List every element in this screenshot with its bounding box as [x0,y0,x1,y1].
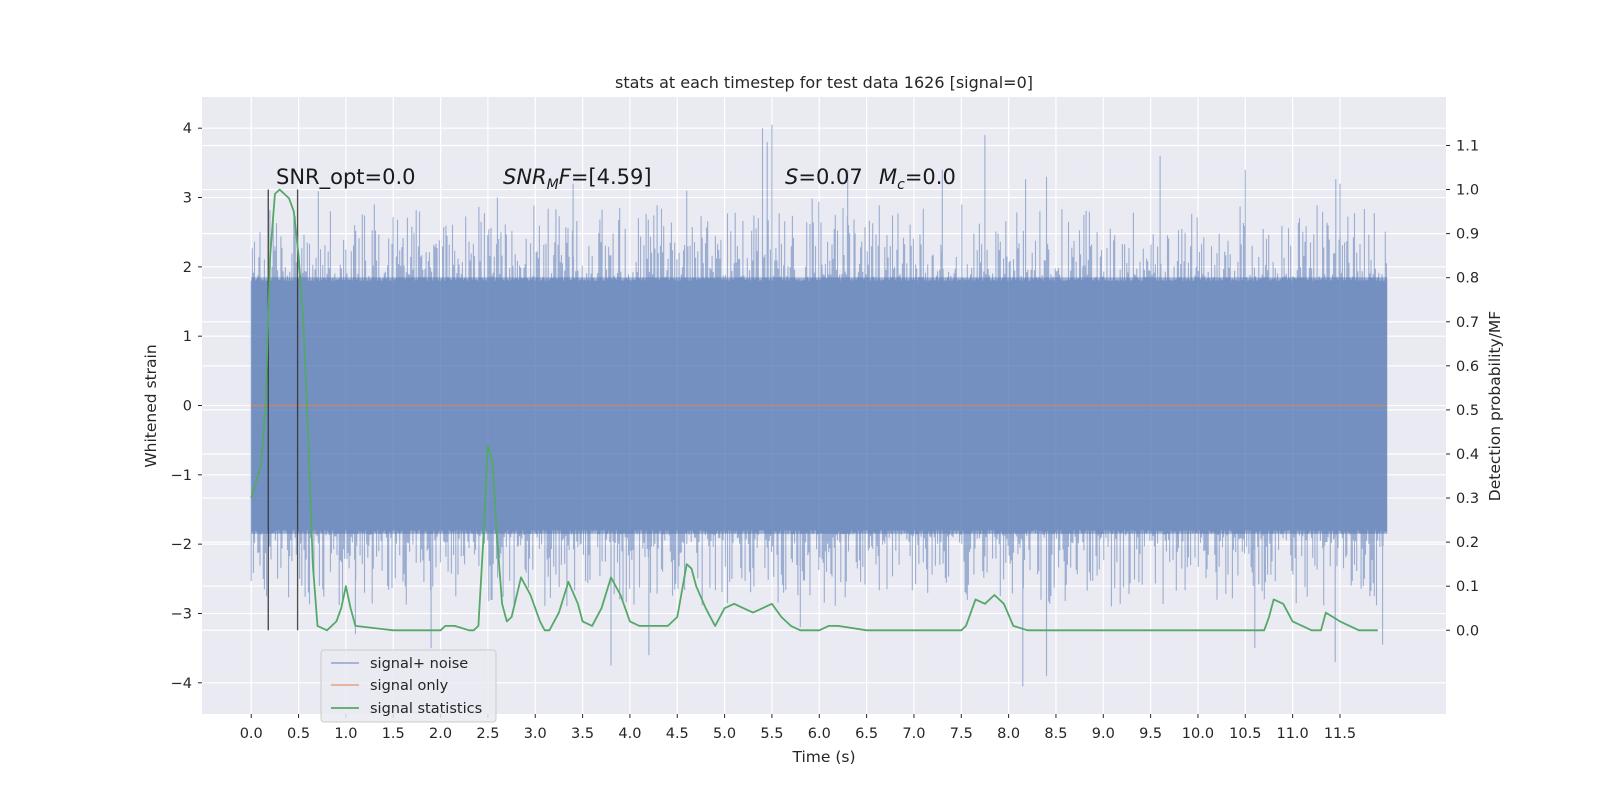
annotation-snr-mf-symbol: SNR [503,165,547,189]
x-tick-label: 3.0 [524,726,547,742]
y-tick-label: 4 [183,121,192,137]
annotation-snr-opt: SNR_opt=0.0 [276,165,416,190]
x-tick-label: 9.0 [1092,726,1115,742]
y2-tick-label: 0.8 [1456,271,1479,287]
x-tick-label: 4.0 [618,726,641,742]
signal-statistics-line [250,188,1378,632]
vertical-markers [267,189,299,631]
x-tick-label: 0.5 [287,726,310,742]
legend: signal+ noise signal only signal statist… [320,649,497,723]
y-axis-label: Whitened strain [142,344,160,467]
y2-tick-label: 0.2 [1456,535,1479,551]
x-tick-label: 2.5 [476,726,499,742]
y-tick-label: 2 [183,260,192,276]
x-tick-label: 8.5 [1044,726,1067,742]
y2-axis-ticks: 0.0 0.1 0.2 0.3 0.4 0.5 0.6 0.7 0.8 0.9 1.0 1.1 [1446,138,1479,639]
x-tick-label: 9.5 [1139,726,1162,742]
annotation-snr-mf: SNRMF=[4.59] [503,165,652,193]
x-tick-label: 6.5 [855,726,878,742]
x-tick-label: 10.0 [1182,726,1214,742]
annotation-snr-mf-letter: F [559,165,572,189]
x-tick-label: 5.0 [713,726,736,742]
x-tick-label: 0.0 [240,726,263,742]
x-tick-label: 4.5 [666,726,689,742]
y2-tick-label: 0.0 [1456,623,1479,639]
x-tick-label: 10.5 [1229,726,1261,742]
x-axis-ticks: 0.0 0.5 1.0 1.5 2.0 2.5 3.0 3.5 4.0 4.5 5.0 5.5 6.0 6… [240,714,1356,742]
annotation-mc-value: =0.0 [905,165,956,189]
y2-tick-label: 0.3 [1456,491,1479,507]
y-tick-label: −3 [171,606,192,622]
y2-tick-label: 0.5 [1456,403,1479,419]
y2-tick-label: 1.1 [1456,138,1479,154]
annotation-mc: Mc=0.0 [879,165,956,193]
annotation-snr-mf-value: =[4.59] [571,165,652,189]
x-tick-label: 7.0 [902,726,925,742]
y2-tick-label: 1.0 [1456,183,1479,199]
x-tick-label: 1.5 [382,726,405,742]
x-tick-label: 8.0 [997,726,1020,742]
annotation-mc-symbol: M [879,165,897,189]
annotation-snr-mf-subscript: M [547,177,559,193]
annotation-s-symbol: S [785,165,798,189]
legend-label-signal-only: signal only [370,678,449,694]
y2-tick-label: 0.9 [1456,227,1479,243]
legend-box [320,649,497,723]
y-tick-label: 3 [183,191,192,207]
legend-label-signal-noise: signal+ noise [370,656,468,672]
y-tick-label: 1 [183,329,192,345]
legend-label-signal-statistics: signal statistics [370,701,482,717]
annotation-s-value: =0.07 [798,165,862,189]
chart-title: stats at each timestep for test data 162… [615,73,1033,92]
y-tick-label: −2 [171,537,192,553]
x-tick-label: 6.0 [808,726,831,742]
series-signal-statistics [250,188,1378,632]
y2-axis-label: Detection probability/MF [1486,311,1504,502]
y2-tick-label: 0.1 [1456,579,1479,595]
y2-tick-label: 0.4 [1456,447,1479,463]
y-axis-ticks: −4 −3 −2 −1 0 1 2 3 4 [171,121,202,692]
y-tick-label: −1 [171,468,192,484]
x-tick-label: 3.5 [571,726,594,742]
y-tick-label: 0 [183,399,192,415]
y-tick-label: −4 [171,676,192,692]
x-tick-label: 1.0 [334,726,357,742]
x-tick-label: 11.0 [1276,726,1308,742]
annotation-s: S=0.07 [785,165,863,189]
y2-tick-label: 0.6 [1456,359,1479,375]
x-tick-label: 7.5 [950,726,973,742]
x-tick-label: 2.0 [429,726,452,742]
y2-tick-label: 0.7 [1456,315,1479,331]
x-tick-label: 5.5 [760,726,783,742]
x-tick-label: 11.5 [1324,726,1356,742]
x-axis-label: Time (s) [791,748,855,766]
annotation-mc-subscript: c [897,177,905,193]
